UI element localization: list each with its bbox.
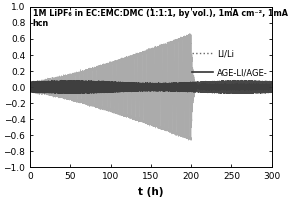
X-axis label: t (h): t (h) [138,187,164,197]
Legend: LI/Li, AGE-LI/AGE-: LI/Li, AGE-LI/AGE- [192,49,268,77]
Text: 1M LiPF₆ in EC:EMC:DMC (1:1:1, by vol.), 1mA cm⁻², 1mA hcn: 1M LiPF₆ in EC:EMC:DMC (1:1:1, by vol.),… [33,9,288,28]
